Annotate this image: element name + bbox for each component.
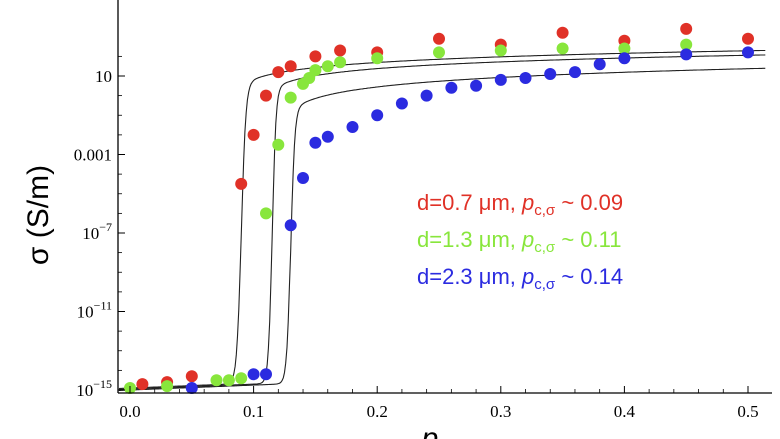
data-point-series-2	[210, 374, 223, 387]
fit-curve-series-3	[118, 67, 766, 391]
data-point-series-2	[556, 42, 569, 55]
data-point-series-3	[309, 136, 322, 149]
data-point-series-3	[297, 172, 309, 184]
data-point-series-2	[272, 138, 285, 151]
data-point-series-3	[321, 130, 334, 143]
data-point-series-3	[346, 121, 359, 133]
data-point-series-2	[260, 207, 272, 220]
data-point-series-1	[556, 26, 569, 39]
data-point-series-2	[433, 46, 445, 59]
x-tick-label: 0.5	[737, 402, 758, 421]
data-point-series-3	[494, 73, 507, 86]
data-point-series-3	[618, 52, 631, 65]
legend-entry-3: d=2.3 μm, pc,σ ~ 0.14	[417, 264, 623, 293]
data-point-series-2	[284, 91, 297, 104]
data-point-series-1	[680, 22, 693, 35]
data-point-series-3	[593, 58, 606, 71]
legend-entry-1: d=0.7 μm, pc,σ ~ 0.09	[417, 190, 623, 219]
data-point-series-3	[395, 97, 408, 110]
data-point-series-3	[420, 89, 433, 102]
data-point-series-2	[618, 42, 631, 55]
y-tick-label: 0.001	[74, 146, 112, 165]
data-point-series-2	[334, 56, 347, 69]
data-point-series-1	[136, 378, 149, 391]
y-tick-label: 10	[95, 67, 112, 86]
y-tick-label: 10−7	[82, 220, 112, 243]
data-point-series-3	[680, 48, 693, 61]
x-tick-label: 0.2	[367, 402, 388, 421]
data-point-series-3	[247, 368, 260, 381]
data-point-series-1	[235, 177, 248, 190]
data-point-series-2	[235, 372, 248, 385]
x-axis-label: p	[421, 422, 439, 439]
data-point-series-3	[569, 66, 581, 79]
data-point-series-2	[321, 60, 334, 73]
data-point-series-3	[185, 382, 198, 394]
data-point-series-3	[284, 219, 297, 232]
data-point-series-2	[161, 380, 174, 393]
data-point-series-1	[334, 44, 347, 57]
data-point-series-3	[445, 81, 458, 94]
data-point-series-2	[222, 374, 235, 387]
data-point-series-3	[519, 72, 532, 84]
data-point-series-2	[680, 38, 693, 51]
data-point-series-1	[309, 50, 322, 63]
data-point-series-2	[371, 52, 384, 65]
x-tick-label: 0.3	[490, 402, 511, 421]
data-point-series-2	[494, 44, 507, 57]
x-tick-label: 0.4	[614, 402, 636, 421]
axes	[117, 0, 772, 394]
data-point-series-3	[544, 68, 557, 80]
data-point-series-3	[470, 79, 483, 92]
data-point-series-1	[742, 32, 754, 45]
x-tick-label: 0.1	[243, 402, 264, 421]
tick-labels: 0.0 0.1 0.2 0.3 0.4 0.5 10−15 10−11 10−7 0.001 10	[74, 67, 759, 421]
y-tick-label: 10−11	[77, 299, 112, 322]
y-tick-label: 10−15	[76, 377, 112, 400]
data-points	[124, 22, 754, 394]
data-point-series-3	[371, 109, 384, 122]
data-point-series-1	[433, 32, 445, 45]
data-point-series-1	[260, 89, 272, 102]
y-axis-label: σ (S/m)	[22, 165, 55, 265]
data-point-series-1	[185, 370, 198, 383]
legend-entry-2: d=1.3 μm, pc,σ ~ 0.11	[417, 227, 621, 256]
data-point-series-3	[260, 368, 272, 381]
data-point-series-1	[247, 128, 260, 141]
data-point-series-2	[309, 64, 322, 77]
data-point-series-3	[742, 46, 754, 59]
data-point-series-1	[272, 66, 285, 79]
x-tick-label: 0.0	[119, 402, 140, 421]
legend: d=0.7 μm, pc,σ ~ 0.09 d=1.3 μm, pc,σ ~ 0.…	[417, 190, 623, 293]
data-point-series-1	[284, 60, 297, 73]
